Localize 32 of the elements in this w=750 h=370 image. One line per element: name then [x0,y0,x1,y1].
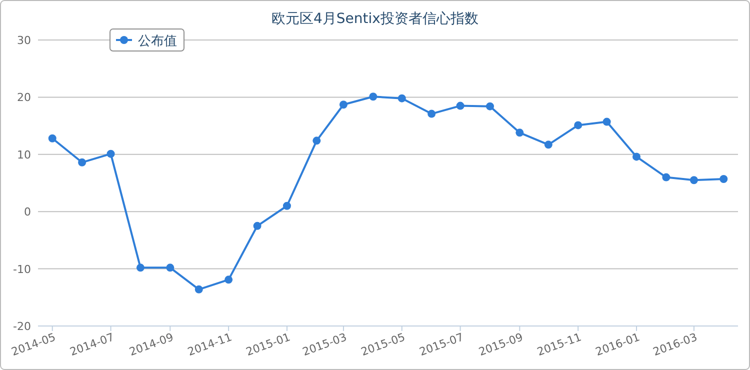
chart-title: 欧元区4月Sentix投资者信心指数 [272,11,478,27]
legend-label: 公布值 [138,34,177,49]
point [690,176,698,184]
point [136,264,144,272]
y-tick-label: 0 [24,206,31,219]
point [456,102,464,110]
point [166,264,174,272]
y-tick-label: -20 [13,320,31,333]
point [720,174,728,183]
point [312,136,321,145]
point [398,94,406,102]
point [516,128,524,137]
point [339,100,348,109]
point [428,110,436,118]
y-tick-label: 20 [17,91,31,104]
point [632,152,640,161]
point [369,92,378,101]
point [224,276,233,284]
point [253,222,262,230]
point [544,140,552,149]
point [282,202,291,210]
point [574,121,582,130]
point [48,134,56,142]
y-tick-label: 30 [17,34,31,47]
point [194,285,203,294]
y-tick-label: 10 [17,148,31,162]
point [486,102,494,110]
point [78,158,86,166]
point [662,173,670,182]
point [602,118,611,126]
y-tick-label: -10 [13,262,31,276]
point [106,150,115,158]
